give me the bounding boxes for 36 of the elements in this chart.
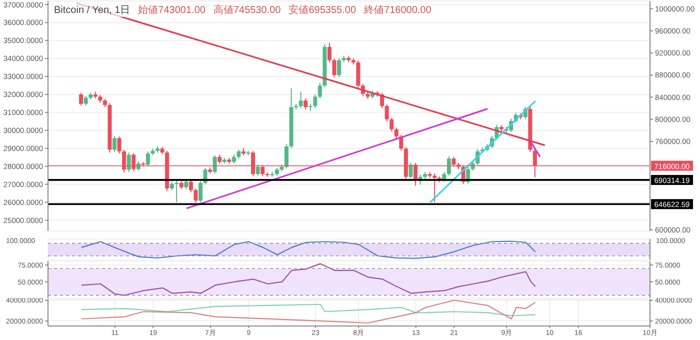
candlestick [112,135,116,152]
line-series [80,300,536,324]
candlestick [298,91,303,109]
candlestick [432,173,437,203]
candlestick [394,127,398,140]
candlestick [284,144,288,170]
chart-title: Bitcoin / Yen, 1日 [54,5,130,16]
candlestick [313,94,318,109]
candlestick [408,162,413,179]
candlestick [332,58,336,78]
candlestick [212,154,217,174]
candlestick [84,96,88,106]
candlestick [117,136,122,154]
candlestick [337,58,342,78]
line-series [80,263,536,296]
candlestick [318,82,322,99]
candlestick [304,98,308,110]
line-series [80,304,536,316]
annotation: 安値695355.00 [288,5,356,16]
candlestick [356,60,360,88]
candlestick [79,92,84,106]
candlestick [136,160,140,172]
candlestick [328,42,332,63]
annotation: 高値745530.00 [213,5,281,16]
candlestick [188,180,193,193]
candlestick [470,160,475,172]
candlestick [146,150,150,167]
candlestick [446,156,451,176]
annotation: 終値716000.00 [364,5,432,16]
candlestick [194,188,198,204]
annotation: 始値743001.00 [138,5,206,16]
candlestick [256,164,260,176]
candlestick [126,152,131,172]
candlestick [198,180,202,203]
candlestick [384,104,389,122]
candlestick [390,117,394,132]
